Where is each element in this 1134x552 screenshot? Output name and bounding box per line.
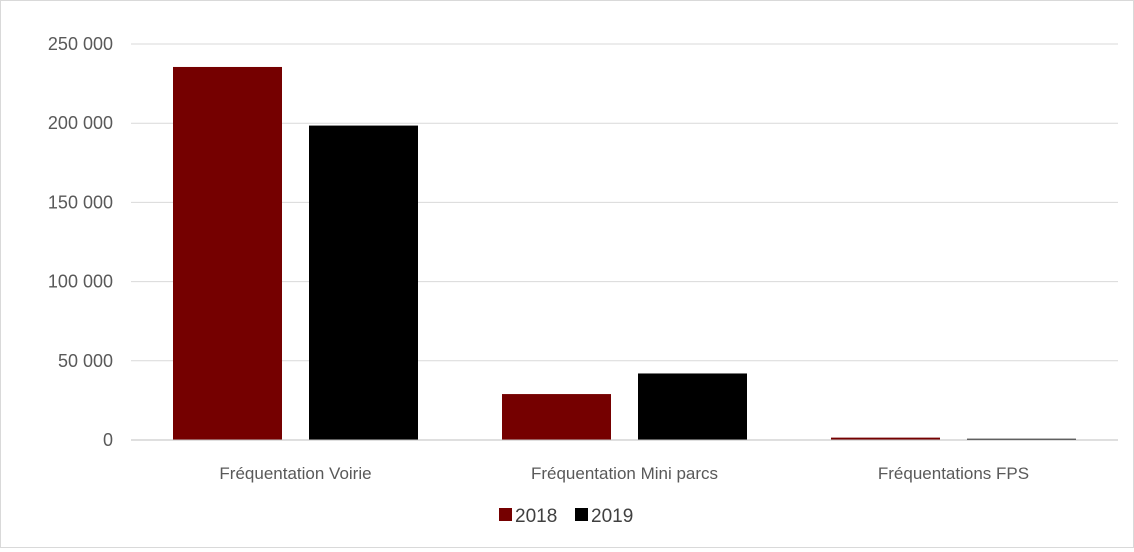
x-category-label: Fréquentation Mini parcs — [531, 464, 718, 483]
bar-2018-0 — [173, 66, 282, 440]
legend-label: 2018 — [515, 506, 557, 527]
x-axis: Fréquentation Voirie Fréquentation Mini p… — [131, 439, 1118, 483]
y-tick-label: 250 000 — [48, 34, 113, 54]
y-tick-label: 200 000 — [48, 113, 113, 133]
y-tick-label: 100 000 — [48, 272, 113, 292]
bar-2018-1 — [502, 394, 611, 440]
bar-2018-2 — [831, 437, 940, 440]
legend-label: 2019 — [591, 506, 633, 527]
legend: 2018 2019 — [499, 506, 633, 527]
legend-swatch — [575, 508, 588, 521]
bar-2019-1 — [638, 373, 747, 440]
legend-swatch — [499, 508, 512, 521]
x-category-label: Fréquentations FPS — [878, 464, 1029, 483]
y-tick-label: 50 000 — [58, 351, 113, 371]
y-tick-label: 0 — [103, 430, 113, 450]
bars — [173, 66, 1076, 441]
y-tick-label: 150 000 — [48, 192, 113, 212]
y-axis-labels: 0 50 000 100 000 150 000 200 000 250 000 — [48, 34, 113, 450]
bar-2019-0 — [309, 125, 418, 441]
bar-2019-2 — [967, 438, 1076, 440]
x-category-label: Fréquentation Voirie — [219, 464, 371, 483]
